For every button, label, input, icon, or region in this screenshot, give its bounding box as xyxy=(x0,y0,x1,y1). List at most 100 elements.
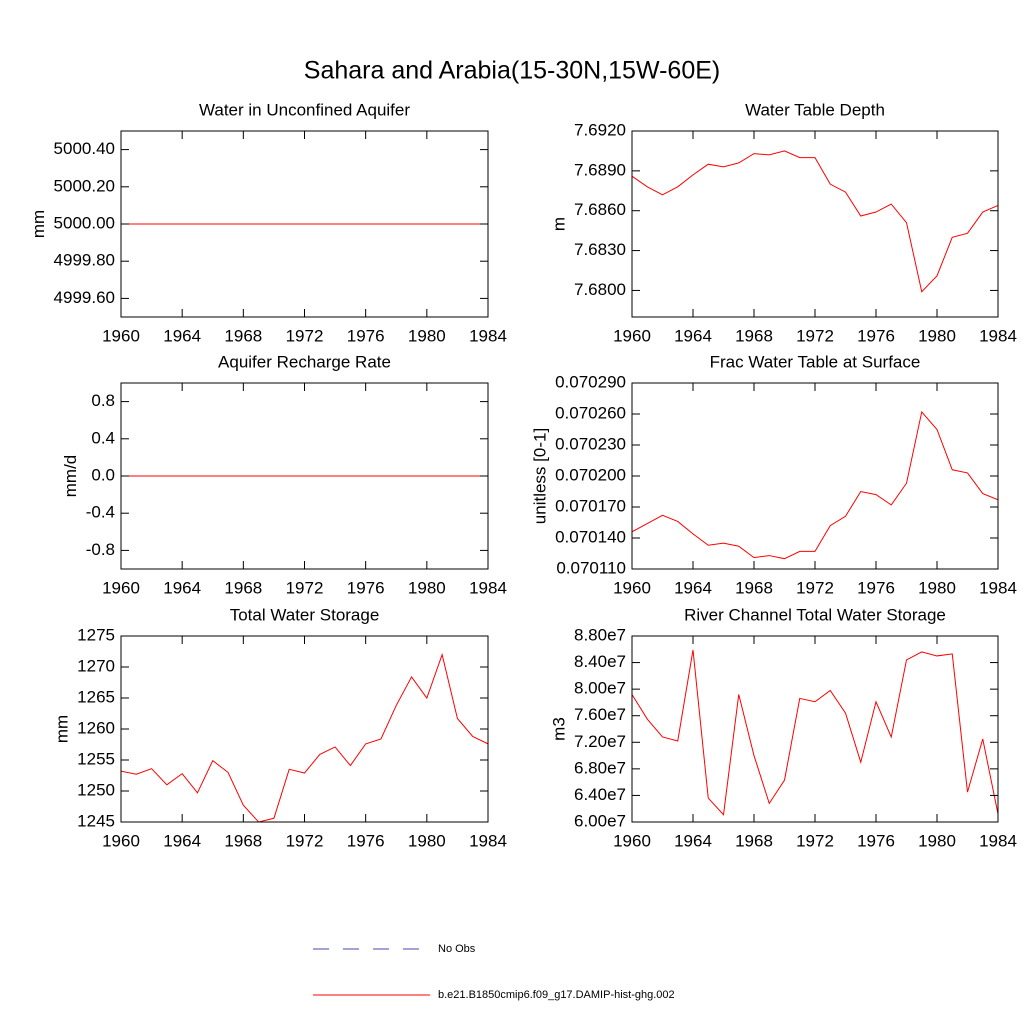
y-tick-label: 5000.40 xyxy=(54,139,115,158)
y-tick-label: 0.070290 xyxy=(555,372,626,391)
y-tick-label: 4999.60 xyxy=(54,288,115,307)
y-tick-label: 4999.80 xyxy=(54,251,115,270)
data-line xyxy=(631,649,999,816)
y-tick-label: 7.6920 xyxy=(574,120,626,139)
panel-title: Water in Unconfined Aquifer xyxy=(199,100,410,119)
x-tick-label: 1980 xyxy=(918,326,956,345)
y-tick-label: 1245 xyxy=(77,811,115,830)
panel-title: Total Water Storage xyxy=(230,605,380,624)
panel: Water Table Depth 1960 1964 1968 1972 1976 198… xyxy=(549,100,1016,345)
x-tick-label: 1960 xyxy=(102,326,140,345)
x-tick-label: 1976 xyxy=(857,326,895,345)
y-axis-label: unitless [0-1] xyxy=(531,428,550,524)
x-tick-label: 1984 xyxy=(469,578,507,597)
figure-title: Sahara and Arabia(15-30N,15W-60E) xyxy=(304,57,720,85)
x-tick-label: 1972 xyxy=(796,578,834,597)
x-tick-label: 1968 xyxy=(735,326,773,345)
data-line xyxy=(120,652,489,823)
x-tick-label: 1976 xyxy=(857,578,895,597)
x-tick-label: 1968 xyxy=(224,326,262,345)
y-axis-label: m xyxy=(549,217,568,231)
panel: Frac Water Table at Surface 1960 1964 1968 1… xyxy=(531,352,1017,597)
x-tick-label: 1980 xyxy=(918,831,956,850)
y-tick-label: 8.80e7 xyxy=(574,625,626,644)
panel: Total Water Storage 1960 1964 1968 1972 1976 1… xyxy=(53,605,507,850)
y-tick-label: 7.6890 xyxy=(574,160,626,179)
y-tick-label: 0.8 xyxy=(91,391,115,410)
panel: Aquifer Recharge Rate 1960 1964 1968 1972 197… xyxy=(61,352,507,597)
x-tick-label: 1964 xyxy=(163,831,201,850)
x-tick-label: 1964 xyxy=(163,578,201,597)
data-line xyxy=(631,150,999,293)
y-tick-label: 0.0 xyxy=(91,465,115,484)
x-tick-label: 1980 xyxy=(918,578,956,597)
legend-label: No Obs xyxy=(438,943,476,955)
x-tick-label: 1964 xyxy=(163,326,201,345)
y-axis-label: mm/d xyxy=(61,455,80,498)
x-tick-label: 1972 xyxy=(286,326,324,345)
x-tick-label: 1964 xyxy=(674,578,712,597)
y-tick-label: 7.6800 xyxy=(574,280,626,299)
y-tick-label: 1270 xyxy=(77,656,115,675)
x-tick-label: 1964 xyxy=(674,326,712,345)
x-tick-label: 1980 xyxy=(408,326,446,345)
x-tick-label: 1960 xyxy=(102,578,140,597)
x-tick-label: 1960 xyxy=(102,831,140,850)
x-tick-label: 1968 xyxy=(735,831,773,850)
y-tick-label: 0.070140 xyxy=(555,527,626,546)
y-axis-label: mm xyxy=(53,715,72,743)
y-tick-label: 8.40e7 xyxy=(574,652,626,671)
plot-frame xyxy=(631,130,999,318)
y-tick-label: 0.070200 xyxy=(555,465,626,484)
x-tick-label: 1972 xyxy=(286,831,324,850)
y-tick-label: 5000.20 xyxy=(54,176,115,195)
y-tick-label: 1260 xyxy=(77,718,115,737)
y-tick-label: 7.6830 xyxy=(574,240,626,259)
y-tick-label: 0.070230 xyxy=(555,434,626,453)
x-tick-label: 1964 xyxy=(674,831,712,850)
x-tick-label: 1972 xyxy=(796,831,834,850)
x-tick-label: 1976 xyxy=(857,831,895,850)
x-tick-label: 1972 xyxy=(286,578,324,597)
data-line xyxy=(631,410,999,560)
y-tick-label: 7.60e7 xyxy=(574,705,626,724)
y-tick-label: 1265 xyxy=(77,687,115,706)
x-tick-label: 1984 xyxy=(979,326,1017,345)
panel: Water in Unconfined Aquifer 1960 1964 1968 1… xyxy=(29,100,507,345)
x-tick-label: 1968 xyxy=(735,578,773,597)
x-tick-label: 1968 xyxy=(224,831,262,850)
x-tick-label: 1984 xyxy=(979,831,1017,850)
y-tick-label: 0.070260 xyxy=(555,403,626,422)
y-tick-label: 1255 xyxy=(77,749,115,768)
y-tick-label: 5000.00 xyxy=(54,213,115,232)
x-tick-label: 1968 xyxy=(224,578,262,597)
x-tick-label: 1984 xyxy=(469,831,507,850)
y-tick-label: 1250 xyxy=(77,780,115,799)
x-tick-label: 1976 xyxy=(347,578,385,597)
x-tick-label: 1984 xyxy=(469,326,507,345)
y-tick-label: -0.8 xyxy=(86,540,115,559)
panel-title: Frac Water Table at Surface xyxy=(710,352,921,371)
x-tick-label: 1976 xyxy=(347,831,385,850)
x-tick-label: 1984 xyxy=(979,578,1017,597)
x-tick-label: 1980 xyxy=(408,831,446,850)
y-tick-label: 0.070170 xyxy=(555,496,626,515)
y-tick-label: 7.6860 xyxy=(574,200,626,219)
panel-title: Water Table Depth xyxy=(745,100,885,119)
y-tick-label: 6.40e7 xyxy=(574,785,626,804)
plot-frame xyxy=(631,635,999,823)
x-tick-label: 1972 xyxy=(796,326,834,345)
x-tick-label: 1976 xyxy=(347,326,385,345)
panel-title: River Channel Total Water Storage xyxy=(684,605,946,624)
x-tick-label: 1960 xyxy=(613,578,651,597)
y-tick-label: 6.00e7 xyxy=(574,811,626,830)
plot-frame xyxy=(120,635,489,823)
x-tick-label: 1980 xyxy=(408,578,446,597)
panel-title: Aquifer Recharge Rate xyxy=(218,352,391,371)
y-tick-label: 0.4 xyxy=(91,428,115,447)
y-tick-label: 7.20e7 xyxy=(574,732,626,751)
y-tick-label: 0.070110 xyxy=(556,558,626,577)
y-tick-label: 1275 xyxy=(77,625,115,644)
y-axis-label: mm xyxy=(29,210,48,238)
